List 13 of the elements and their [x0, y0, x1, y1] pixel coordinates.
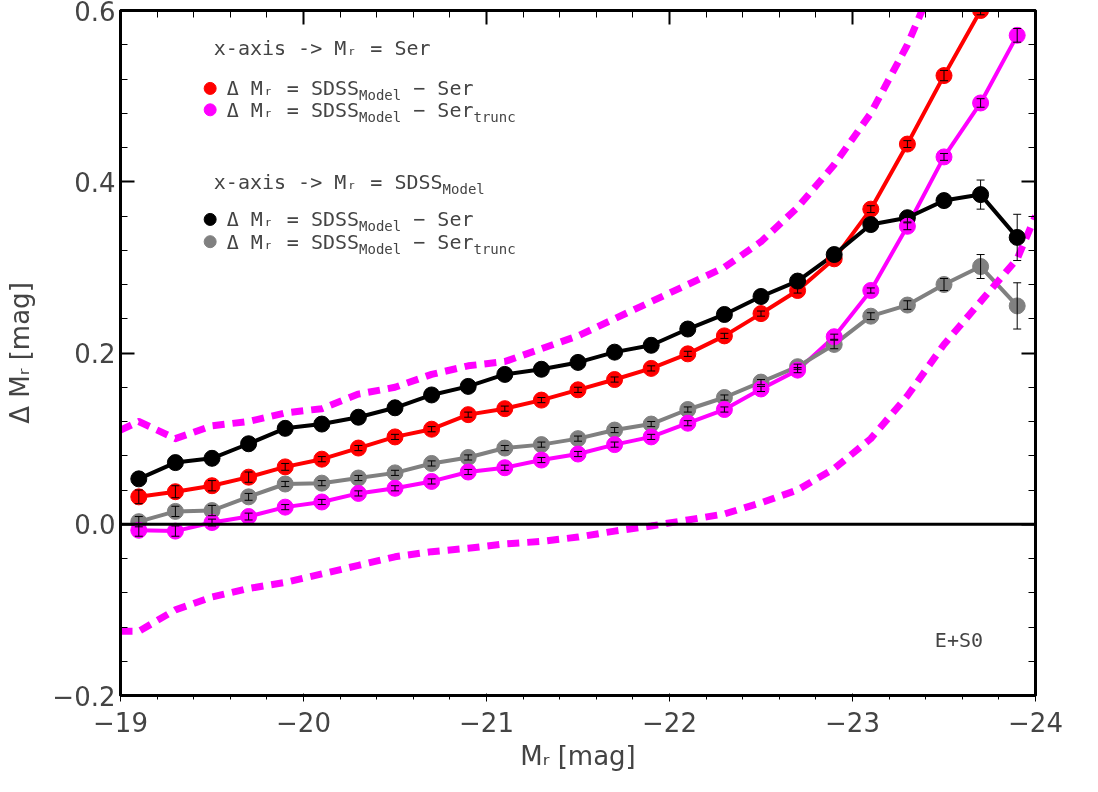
y-tick-label: 0.6 [74, 0, 116, 27]
x-tick-label: −20 [276, 707, 331, 738]
annotation: E+S0 [934, 627, 984, 652]
y-axis-title: Δ Mᵣ [mag] [5, 282, 36, 424]
y-tick-label: 0.4 [74, 167, 116, 198]
x-axis-title: Mᵣ [mag] [520, 740, 636, 771]
y-tick-label: 0.2 [74, 339, 116, 369]
x-tick-label: −23 [825, 707, 880, 738]
x-tick-label: −21 [459, 707, 514, 738]
x-tick-label: −22 [642, 707, 697, 738]
annotation: x-axis -> Mᵣ = Ser [213, 36, 431, 61]
x-tick-label: −24 [1008, 707, 1063, 738]
y-tick-label: 0.0 [74, 510, 116, 541]
